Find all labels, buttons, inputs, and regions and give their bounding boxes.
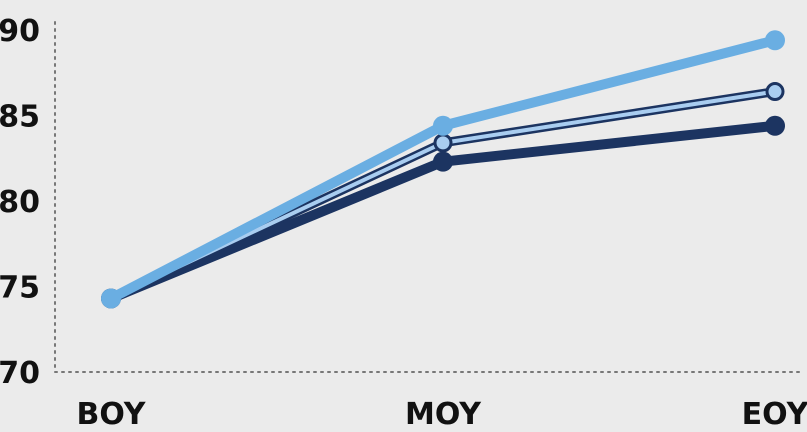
y-tick-label: 80 — [0, 185, 40, 220]
series-point — [433, 115, 453, 136]
y-tick-label: 90 — [0, 14, 40, 49]
y-tick-label: 70 — [0, 356, 40, 391]
series-point — [433, 151, 453, 172]
series-point — [101, 288, 121, 309]
y-tick-label: 75 — [0, 271, 40, 306]
x-tick-label: BOY — [76, 397, 146, 432]
series-point — [433, 133, 453, 153]
x-tick-label: MOY — [405, 397, 482, 432]
series-point — [765, 30, 785, 51]
y-tick-label: 85 — [0, 100, 40, 135]
series-point — [765, 115, 785, 136]
x-tick-label: EOY — [742, 397, 807, 432]
series-point — [765, 82, 785, 102]
